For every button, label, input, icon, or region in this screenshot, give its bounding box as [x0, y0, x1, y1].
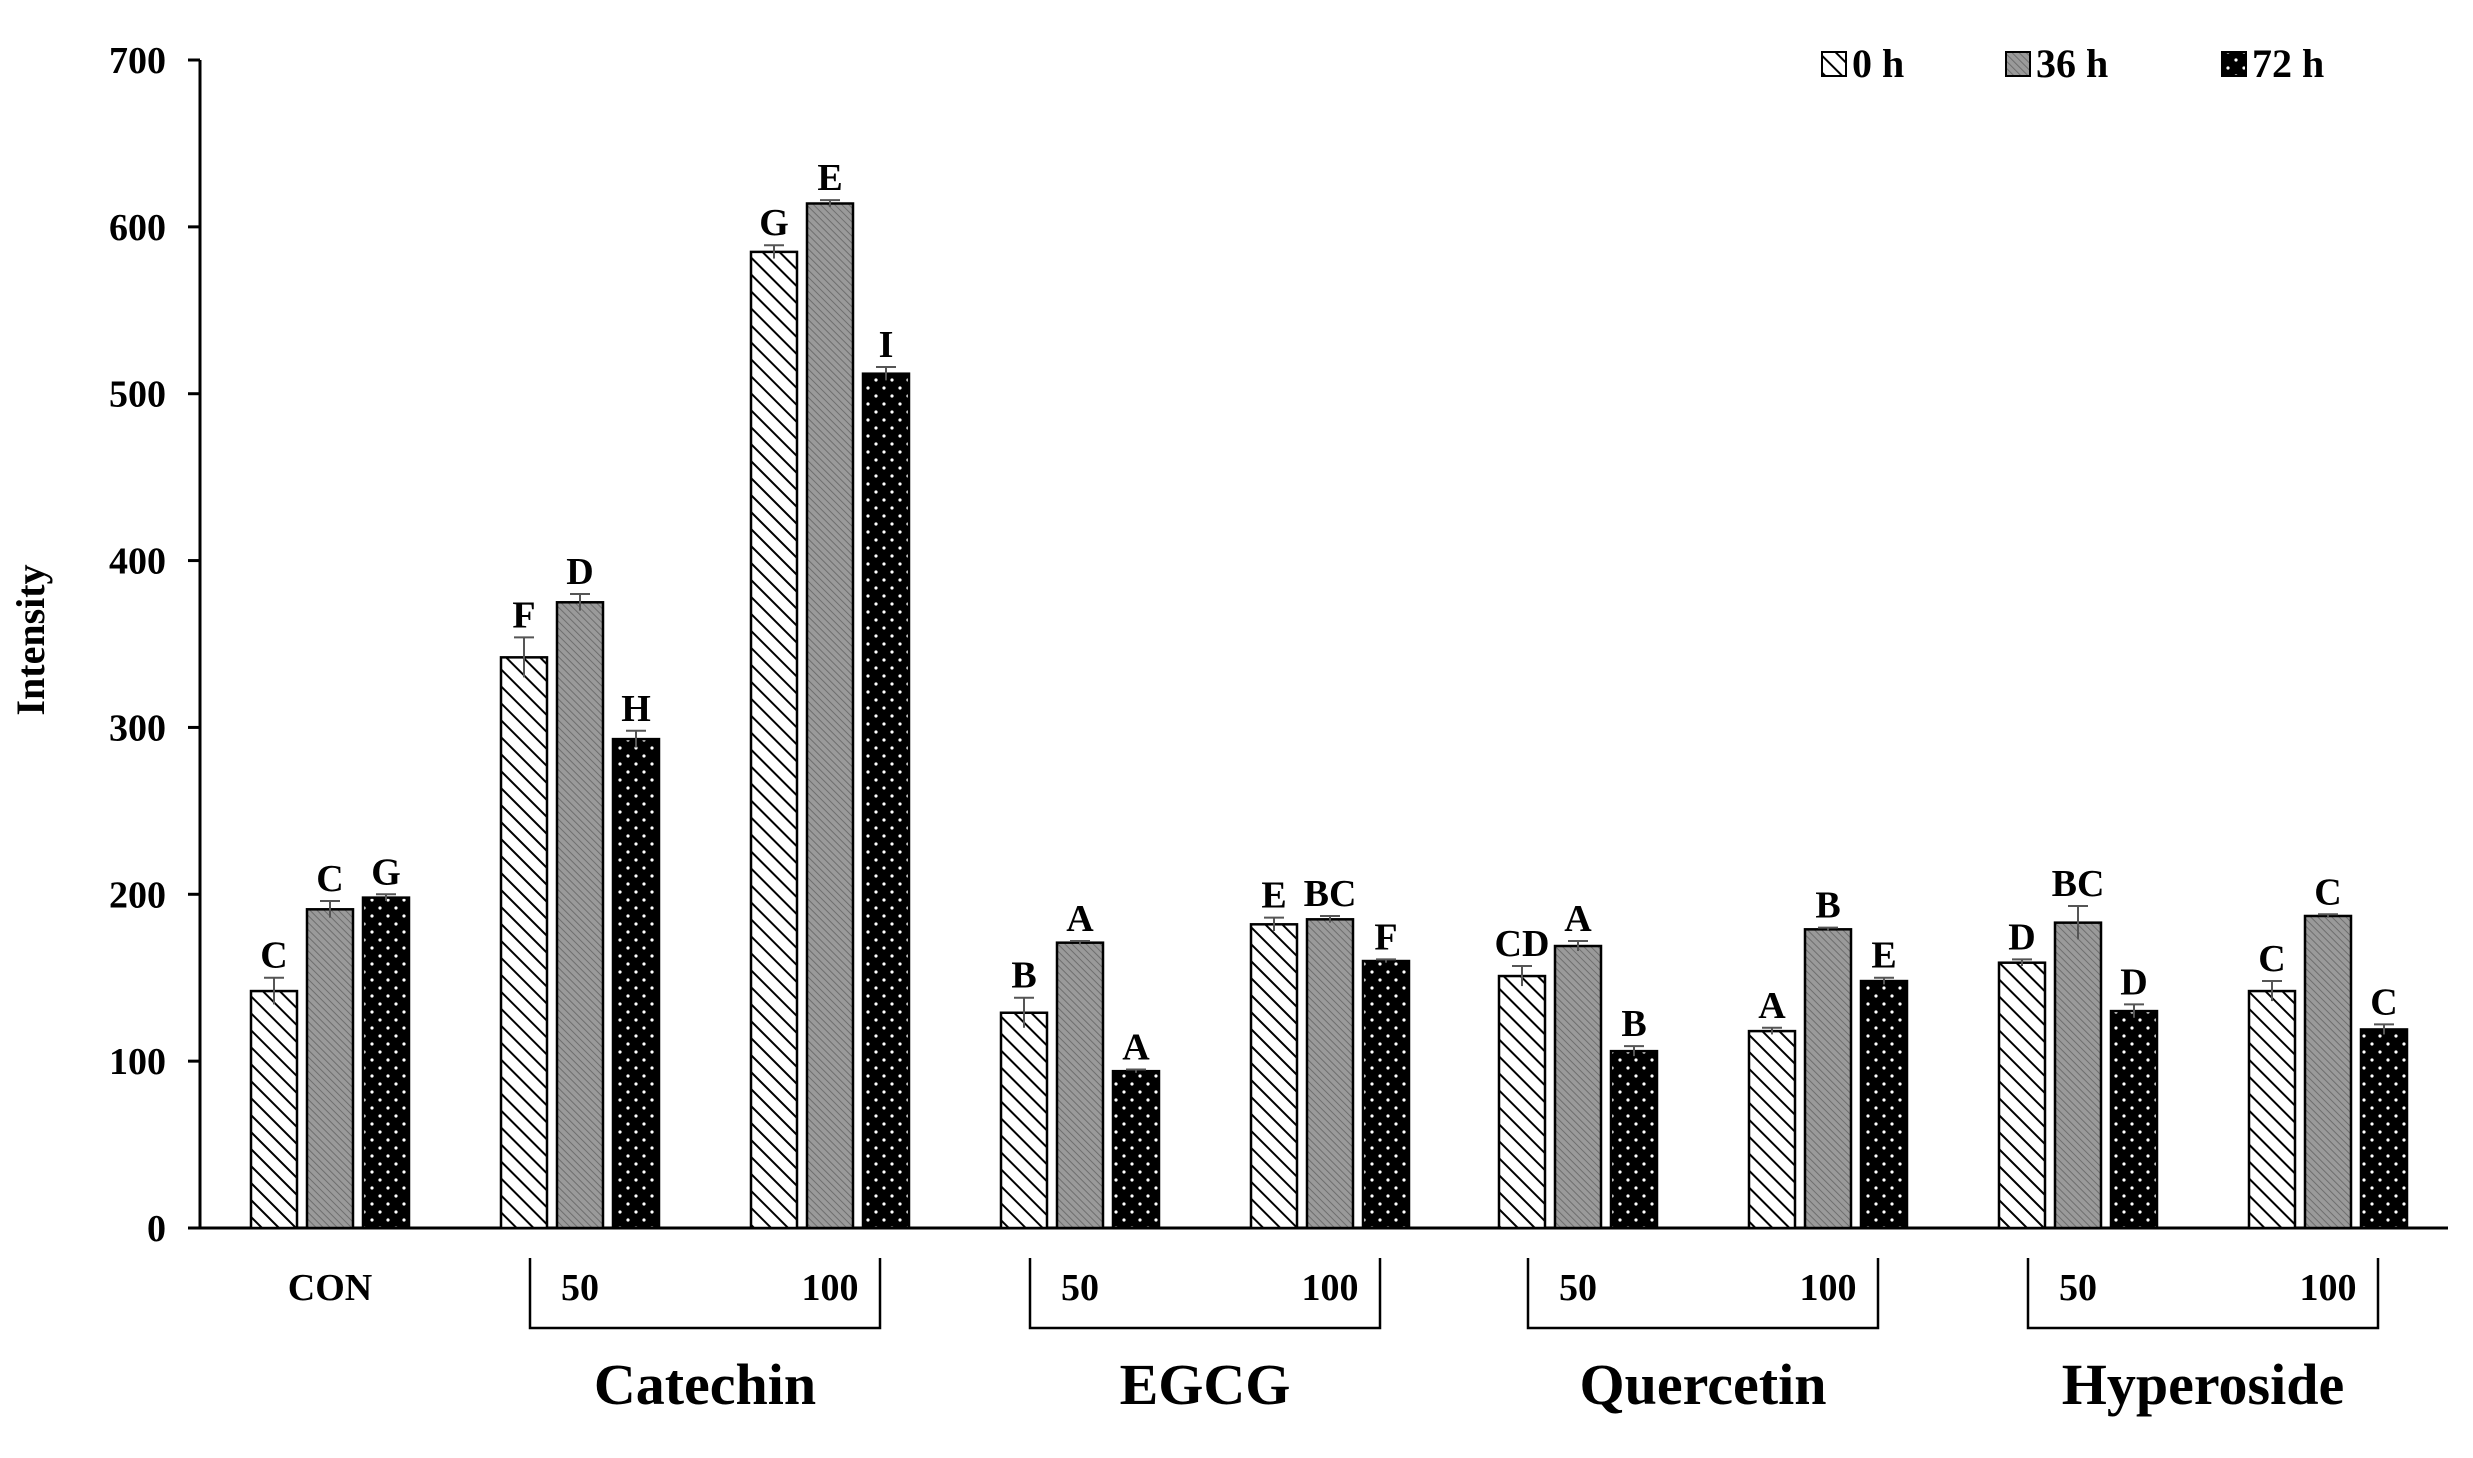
significance-letter: F	[1374, 916, 1397, 958]
legend-label: 0 h	[1852, 41, 1904, 86]
y-tick-label: 600	[109, 207, 166, 249]
category-label: CON	[288, 1267, 372, 1309]
significance-letter: BC	[1304, 873, 1357, 915]
y-axis-ticks: 0 100 200 300 400 500 600 700	[109, 40, 200, 1250]
significance-letter: G	[371, 851, 401, 893]
significance-letter: F	[512, 594, 535, 636]
category-label: 100	[1302, 1267, 1359, 1309]
bar-0h-0	[249, 989, 299, 1230]
legend-label: 72 h	[2252, 41, 2324, 86]
y-tick-label: 300	[109, 707, 166, 749]
category-label: 100	[1800, 1267, 1857, 1309]
significance-letter: I	[879, 324, 894, 366]
significance-letter: A	[1066, 898, 1094, 940]
significance-letter: B	[1011, 955, 1036, 997]
legend-swatch	[1821, 51, 1847, 77]
legend-swatch	[2005, 51, 2031, 77]
bar-36h-2	[805, 202, 855, 1230]
significance-letter: A	[1758, 985, 1786, 1027]
bar-0h-6	[1747, 1029, 1797, 1230]
bar-36h-5	[1553, 944, 1603, 1230]
significance-letter: G	[759, 202, 789, 244]
bar-36h-6	[1803, 928, 1853, 1230]
bar-72h-4	[1361, 959, 1411, 1230]
bar-36h-3	[1055, 941, 1105, 1230]
significance-letter: CD	[1495, 923, 1550, 965]
category-label: 50	[561, 1267, 599, 1309]
bar-72h-6	[1859, 979, 1909, 1230]
category-label: 50	[1559, 1267, 1597, 1309]
y-tick-label: 400	[109, 541, 166, 583]
group-bracket	[1526, 1258, 1880, 1330]
bar-72h-8	[2359, 1028, 2409, 1230]
y-tick-label: 100	[109, 1041, 166, 1083]
bar-72h-2	[861, 372, 911, 1230]
bar-36h-8	[2303, 914, 2353, 1230]
group-bracket	[528, 1258, 882, 1330]
significance-letter: B	[1815, 885, 1840, 927]
legend: 0 h 36 h 72 h	[1821, 41, 2324, 86]
significance-letter: C	[260, 935, 287, 977]
significance-letter: C	[2258, 938, 2285, 980]
legend-swatch	[2221, 51, 2247, 77]
category-labels: CON 50 100 50 100 50 100 50 100	[288, 1267, 2357, 1309]
group-label: Hyperoside	[2062, 1352, 2345, 1417]
category-label: 100	[2300, 1267, 2357, 1309]
significance-letter: C	[316, 858, 343, 900]
y-axis-label: Intensity	[8, 564, 53, 715]
group-label: EGCG	[1120, 1352, 1291, 1417]
y-tick-label: 0	[147, 1208, 166, 1250]
group-bracket	[1028, 1258, 1382, 1330]
significance-letter: E	[1261, 875, 1286, 917]
significance-letter: E	[1871, 935, 1896, 977]
bar-0h-5	[1497, 974, 1547, 1230]
legend-label: 36 h	[2036, 41, 2108, 86]
bar-36h-1	[555, 601, 605, 1230]
group-label: Catechin	[594, 1352, 816, 1417]
bar-72h-1	[611, 737, 661, 1230]
category-label: 100	[802, 1267, 859, 1309]
significance-letter: D	[566, 551, 593, 593]
group-label: Quercetin	[1580, 1352, 1827, 1417]
bar-72h-7	[2109, 1009, 2159, 1230]
category-label: 50	[1061, 1267, 1099, 1309]
bar-0h-3	[999, 1011, 1049, 1230]
y-tick-label: 200	[109, 874, 166, 916]
significance-letter: H	[621, 688, 651, 730]
bar-36h-4	[1305, 918, 1355, 1230]
bar-0h-1	[499, 656, 549, 1230]
significance-letter: BC	[2052, 863, 2105, 905]
bar-0h-2	[749, 250, 799, 1230]
significance-letter: B	[1621, 1003, 1646, 1045]
significance-letter: A	[1122, 1026, 1150, 1068]
bar-0h-7	[1997, 961, 2047, 1230]
significance-letter: D	[2008, 916, 2035, 958]
bar-0h-4	[1249, 923, 1299, 1230]
bar-36h-0	[305, 908, 355, 1230]
significance-letter: D	[2120, 961, 2147, 1003]
significance-letter: A	[1564, 898, 1592, 940]
bar-72h-0	[361, 896, 411, 1230]
significance-letter: E	[817, 157, 842, 199]
bar-72h-3	[1111, 1069, 1161, 1230]
bar-36h-7	[2053, 921, 2103, 1230]
significance-letter: C	[2314, 871, 2341, 913]
group-labels: Catechin EGCG Quercetin Hyperoside	[528, 1258, 2380, 1417]
significance-letter: C	[2370, 981, 2397, 1023]
y-tick-label: 500	[109, 374, 166, 416]
group-bracket	[2026, 1258, 2380, 1330]
bar-72h-5	[1609, 1049, 1659, 1230]
bar-0h-8	[2247, 989, 2297, 1230]
category-label: 50	[2059, 1267, 2097, 1309]
y-tick-label: 700	[109, 40, 166, 82]
